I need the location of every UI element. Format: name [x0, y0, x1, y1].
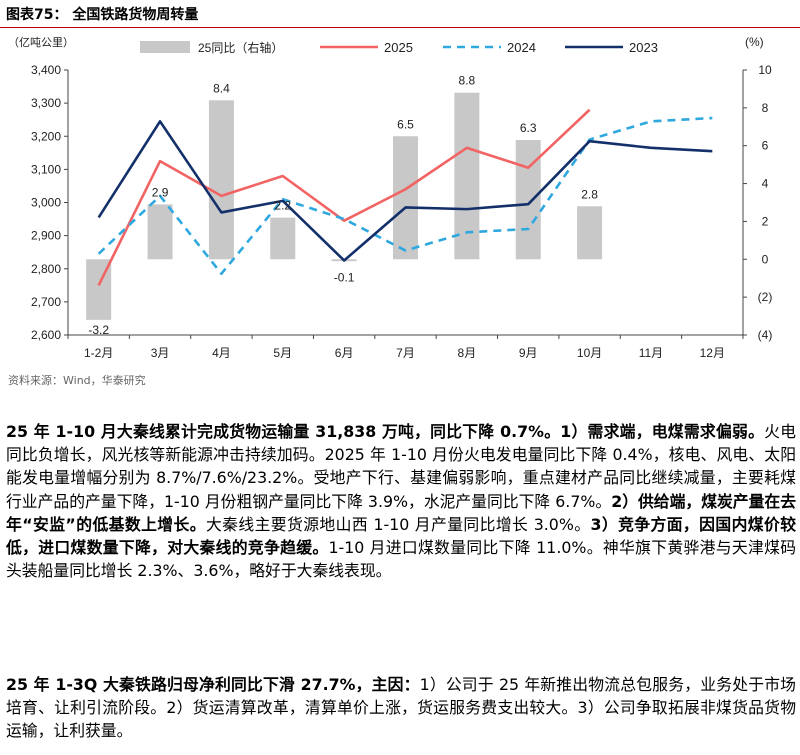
rail-freight-chart: 2,600 2,700 2,800 2,900 3,000 3,100 3,200 3,300…	[8, 35, 772, 360]
x-category-label: 6月	[335, 346, 354, 360]
bars-group	[86, 92, 603, 320]
x-category-label: 5月	[273, 346, 292, 360]
bar-data-label: -3.2	[88, 323, 109, 337]
bar-data-label: 2.9	[152, 185, 169, 199]
bar-data-label: 2.8	[581, 187, 598, 201]
bar-yoy	[393, 136, 418, 260]
bar-data-label: -0.1	[334, 270, 355, 284]
line-series-2023	[97, 120, 713, 262]
source-note: 资料来源：Wind，华泰研究	[8, 374, 146, 387]
axes-group: 2,600 2,700 2,800 2,900 3,000 3,100 3,200 3,300…	[8, 35, 772, 360]
right-axis-unit: (%)	[745, 35, 764, 49]
x-category-label: 1-2月	[84, 346, 113, 360]
x-category-label: 8月	[458, 346, 477, 360]
bar-data-label: 8.4	[213, 81, 230, 95]
x-category-label: 4月	[212, 346, 231, 360]
legend-label-2025: 2025	[384, 40, 413, 55]
p1-text-1: 火电同比负增长，风光核等新能源冲击持续加码。2025 年 1-10 月份火电发电…	[6, 422, 796, 511]
legend-label-2023: 2023	[629, 40, 658, 55]
p1-bold-3: 3）竞争方面，因国内煤价较低，进口煤数量下降，对大秦线的竞争趋缓。	[6, 514, 797, 558]
paragraph-profit: 25 年 1-3Q 大秦铁路归母净利同比下滑 27.7%，主因：1）公司于 25…	[6, 673, 796, 743]
left-tick-label: 3,200	[31, 129, 61, 143]
left-tick-label: 3,000	[31, 196, 61, 210]
bar-data-label: 6.3	[520, 121, 537, 135]
right-tick-label: 8	[762, 101, 769, 115]
x-category-label: 7月	[396, 346, 415, 360]
left-tick-label: 2,800	[31, 262, 61, 276]
left-tick-label: 2,600	[31, 328, 61, 342]
x-category-label: 11月	[639, 346, 663, 360]
bar-yoy	[270, 217, 296, 260]
p2-text-1: 1）公司于 25 年新推出物流总包服务，业务处于市场培育、让利引流阶段。2）货运…	[6, 675, 796, 741]
right-tick-label: 6	[762, 139, 769, 153]
legend-bar-label: 25同比（右轴）	[198, 40, 283, 55]
left-tick-label: 2,900	[31, 229, 61, 243]
right-tick-label: (2)	[758, 290, 773, 304]
legend-bar-swatch	[140, 41, 190, 53]
left-axis-unit: （亿吨公里）	[8, 36, 74, 49]
left-tick-label: 3,100	[31, 162, 61, 176]
paragraph-demand-supply: 25 年 1-10 月大秦线累计完成货物运输量 31,838 万吨，同比下降 0…	[6, 420, 796, 582]
chart-area: 2,600 2,700 2,800 2,900 3,000 3,100 3,200 3,300…	[0, 30, 800, 380]
right-tick-label: 10	[758, 63, 772, 77]
figure-title: 图表75： 全国铁路货物周转量	[6, 7, 199, 23]
left-tick-label: 2,700	[31, 295, 61, 309]
line-series-2025	[97, 108, 591, 286]
bar-data-label: 6.5	[397, 117, 414, 131]
p1-text-3: 1-10 月进口煤数量同比下降 11.0%。神华旗下黄骅港与天津煤码头装船量同比…	[6, 538, 796, 581]
left-tick-label: 3,300	[31, 96, 61, 110]
right-tick-label: 4	[762, 177, 769, 191]
right-tick-label: 0	[762, 252, 769, 266]
legend-label-2024: 2024	[507, 40, 536, 55]
bar-data-label: 8.8	[459, 74, 476, 88]
bar-yoy	[147, 204, 173, 260]
bar-yoy	[208, 100, 234, 260]
p2-bold-1: 25 年 1-3Q 大秦铁路归母净利同比下滑 27.7%，主因：	[6, 675, 420, 694]
lines-group	[97, 108, 713, 286]
legend-group: 25同比（右轴） 2025 2024 2023	[140, 40, 658, 55]
x-category-label: 3月	[151, 346, 170, 360]
bar-yoy	[577, 206, 603, 260]
right-tick-label: (4)	[758, 328, 773, 342]
x-category-label: 10月	[577, 346, 602, 360]
p1-bold-1: 25 年 1-10 月大秦线累计完成货物运输量 31,838 万吨，同比下降 0…	[6, 422, 765, 441]
p1-text-2: 大秦线主要货源地山西 1-10 月产量同比增长 3.0%。	[205, 514, 591, 534]
p1-bold-2: 2）供给端，煤炭产量在去年“安监”的低基数上增长。	[6, 491, 796, 534]
x-category-label: 9月	[519, 346, 538, 360]
bar-data-label: 2.2	[274, 199, 291, 213]
line-series-2024	[97, 116, 713, 276]
right-tick-label: 2	[762, 214, 769, 228]
labels-group: -3.2 2.9 8.4 2.2 -0.1 6.5 8.8 6.3 2.8	[88, 74, 598, 337]
left-tick-label: 3,400	[31, 63, 61, 77]
title-divider	[0, 27, 800, 28]
x-category-label: 12月	[700, 346, 725, 360]
